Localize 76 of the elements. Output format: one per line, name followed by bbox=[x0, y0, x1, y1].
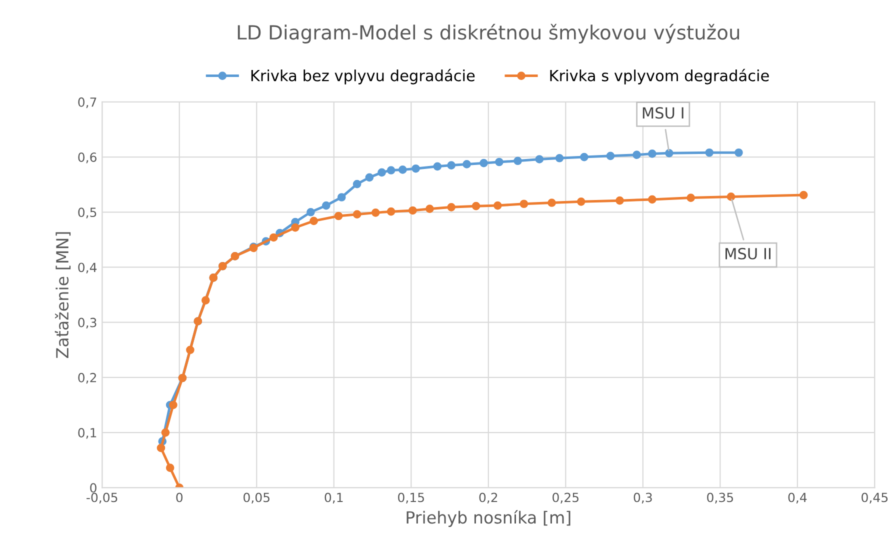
point bbox=[648, 195, 656, 204]
point bbox=[398, 166, 407, 174]
point bbox=[365, 173, 374, 182]
point bbox=[726, 192, 736, 201]
chart-title: LD Diagram-Model s diskrétnou šmykovou výstužou bbox=[238, 24, 740, 44]
legend-label: Krivka s vplyvom degradácie bbox=[550, 68, 769, 84]
point bbox=[156, 444, 166, 452]
point bbox=[269, 233, 278, 242]
point bbox=[799, 190, 808, 200]
y-tick-label: 0,1 bbox=[78, 428, 96, 439]
y-tick-label: 0,3 bbox=[78, 318, 96, 329]
y-tick-label: 0 bbox=[90, 483, 96, 493]
point bbox=[548, 198, 556, 207]
point bbox=[648, 150, 656, 158]
point bbox=[686, 194, 695, 202]
point bbox=[632, 150, 641, 159]
point bbox=[306, 208, 315, 216]
point bbox=[433, 162, 442, 171]
point bbox=[472, 202, 480, 210]
point bbox=[291, 223, 300, 232]
point bbox=[576, 198, 586, 206]
point bbox=[386, 166, 396, 174]
x-tick-label: 0,05 bbox=[244, 492, 270, 504]
point bbox=[352, 210, 362, 219]
point bbox=[334, 212, 343, 220]
point bbox=[447, 161, 456, 170]
point bbox=[166, 464, 174, 472]
point bbox=[310, 216, 318, 226]
point bbox=[480, 158, 488, 168]
point bbox=[322, 201, 330, 210]
y-tick-label: 0,2 bbox=[78, 372, 96, 384]
point bbox=[494, 201, 502, 210]
y-tick-label: 0,5 bbox=[78, 208, 96, 218]
annotation: MSU II bbox=[726, 248, 770, 260]
point bbox=[186, 346, 194, 354]
point bbox=[606, 152, 615, 160]
x-tick-label: 0 bbox=[176, 492, 183, 502]
point bbox=[412, 164, 420, 173]
y-tick-label: 0,7 bbox=[78, 97, 96, 108]
point bbox=[665, 149, 674, 158]
point bbox=[337, 193, 346, 202]
x-tick-label: 0,3 bbox=[634, 492, 652, 504]
point bbox=[352, 180, 362, 188]
y-tick-label: 0,4 bbox=[78, 262, 97, 274]
point bbox=[555, 154, 564, 162]
x-tick-label: 0,25 bbox=[552, 492, 578, 504]
point bbox=[520, 200, 528, 208]
x-tick-label: 0,4 bbox=[788, 492, 807, 504]
point bbox=[378, 168, 386, 177]
point bbox=[426, 204, 434, 213]
x-tick-label: 0,2 bbox=[479, 492, 498, 504]
point bbox=[580, 152, 588, 162]
x-tick-label: 0,35 bbox=[707, 492, 733, 504]
point bbox=[514, 156, 522, 166]
point bbox=[705, 148, 714, 157]
point bbox=[495, 158, 504, 166]
point bbox=[169, 400, 178, 410]
point bbox=[386, 207, 396, 216]
point bbox=[161, 428, 170, 437]
x-axis-title: Priehyb nosníka [m] bbox=[406, 510, 570, 527]
legend-label: Krivka bez vplyvu degradácie bbox=[251, 68, 475, 84]
point bbox=[371, 208, 380, 217]
x-tick-label: 0,15 bbox=[398, 492, 424, 504]
point bbox=[535, 155, 544, 164]
point bbox=[462, 160, 471, 168]
point bbox=[201, 296, 210, 304]
y-tick-label: 0,6 bbox=[78, 152, 96, 164]
point bbox=[616, 196, 624, 205]
point bbox=[734, 148, 743, 157]
x-tick-label: -0,05 bbox=[86, 492, 118, 504]
annotation: MSU I bbox=[642, 107, 684, 119]
y-axis-title: Zaťaženie [MN] bbox=[54, 232, 71, 358]
point bbox=[408, 206, 417, 215]
point bbox=[447, 203, 456, 212]
x-tick-label: 0,45 bbox=[862, 492, 888, 504]
x-tick-label: 0,1 bbox=[324, 492, 343, 504]
